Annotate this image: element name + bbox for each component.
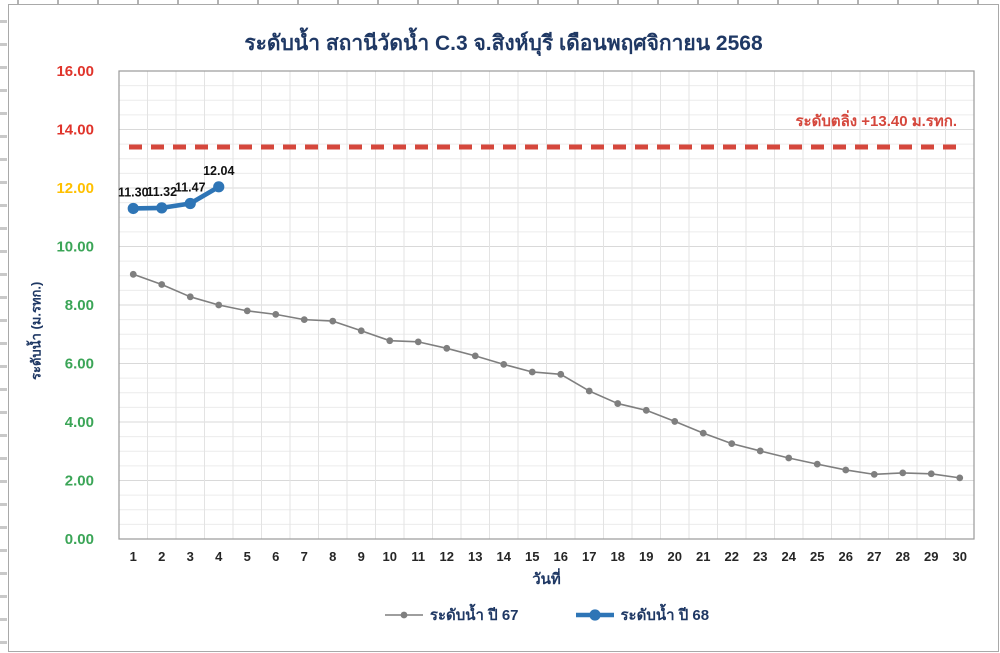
svg-text:11.30: 11.30 [118,185,149,199]
legend-marker-year67 [384,611,423,619]
svg-text:28: 28 [896,549,910,564]
svg-text:16: 16 [554,549,568,564]
svg-text:0.00: 0.00 [65,531,94,548]
svg-text:12.00: 12.00 [56,180,94,197]
svg-text:27: 27 [867,549,881,564]
svg-text:24: 24 [782,549,797,564]
svg-text:23: 23 [753,549,767,564]
svg-text:22: 22 [725,549,739,564]
svg-text:6.00: 6.00 [65,356,94,373]
x-axis-title: วันที่ [532,571,561,588]
svg-text:17: 17 [582,549,596,564]
svg-text:11.32: 11.32 [146,185,177,199]
svg-text:16.00: 16.00 [56,63,94,80]
spreadsheet-row-edge [0,0,7,653]
svg-text:20: 20 [668,549,682,564]
svg-text:5: 5 [244,549,251,564]
svg-text:1: 1 [130,549,137,564]
svg-text:4.00: 4.00 [65,414,94,431]
legend-item-year67: ระดับน้ำ ปี 67 [384,603,519,627]
legend-marker-year68 [575,609,614,621]
svg-text:12: 12 [440,549,454,564]
svg-text:14.00: 14.00 [56,122,94,139]
svg-text:4: 4 [215,549,223,564]
svg-text:2: 2 [158,549,165,564]
svg-text:14: 14 [497,549,512,564]
reference-line-label: ระดับตลิ่ง +13.40 ม.รทก. [795,113,957,130]
svg-text:10: 10 [383,549,397,564]
legend-label-year67: ระดับน้ำ ปี 67 [429,607,519,624]
svg-text:11: 11 [411,549,425,564]
svg-text:9: 9 [358,549,365,564]
svg-text:3: 3 [187,549,194,564]
svg-text:11.47: 11.47 [175,181,206,195]
svg-text:2.00: 2.00 [65,473,94,490]
svg-text:8: 8 [329,549,336,564]
svg-text:30: 30 [953,549,967,564]
svg-text:10.00: 10.00 [56,239,94,256]
svg-text:7: 7 [301,549,308,564]
chart-legend: ระดับน้ำ ปี 67 ระดับน้ำ ปี 68 [119,603,974,627]
svg-text:15: 15 [525,549,539,564]
chart-object[interactable]: ระดับน้ำ สถานีวัดน้ำ C.3 จ.สิงห์บุรี เดื… [8,4,999,652]
svg-text:18: 18 [611,549,625,564]
svg-text:25: 25 [810,549,824,564]
svg-text:26: 26 [839,549,853,564]
svg-text:6: 6 [272,549,279,564]
svg-text:21: 21 [696,549,710,564]
svg-text:8.00: 8.00 [65,297,94,314]
svg-text:29: 29 [924,549,938,564]
legend-label-year68: ระดับน้ำ ปี 68 [620,607,710,624]
legend-item-year68: ระดับน้ำ ปี 68 [575,603,710,627]
svg-text:12.04: 12.04 [203,164,234,178]
svg-text:19: 19 [639,549,653,564]
spreadsheet-column-ticks [0,0,1000,4]
svg-text:13: 13 [468,549,482,564]
chart-title: ระดับน้ำ สถานีวัดน้ำ C.3 จ.สิงห์บุรี เดื… [244,32,763,55]
